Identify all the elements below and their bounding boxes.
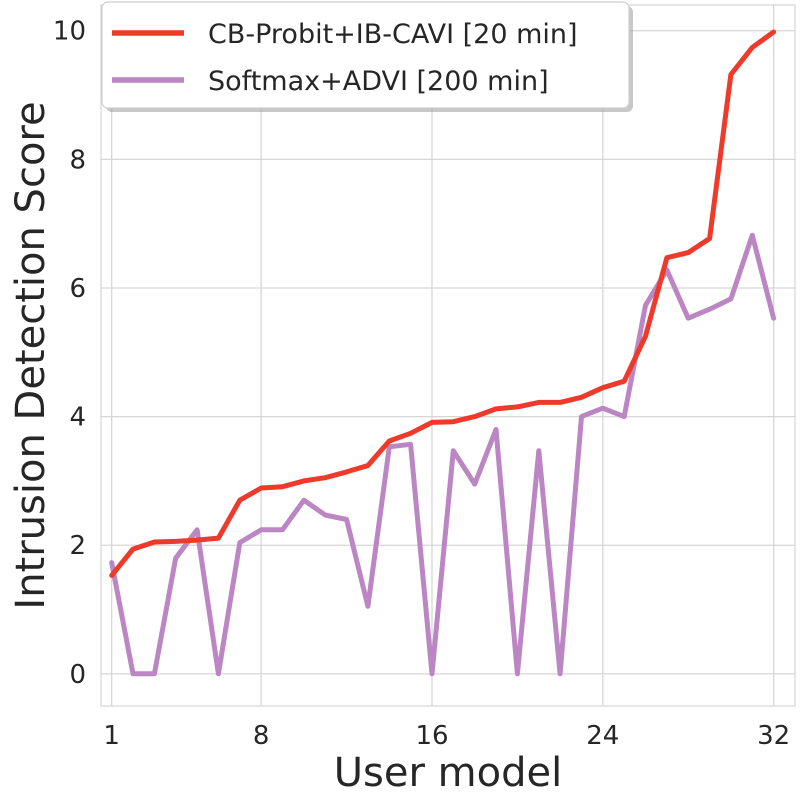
series-line-1 [109, 29, 777, 578]
legend-label-1: CB-Probit+IB-CAVI [20 min] [208, 19, 578, 50]
y-tick-labels: 0 2 4 6 8 10 [53, 17, 86, 690]
x-tick-labels: 1 8 16 24 32 [103, 721, 790, 751]
x-axis-label: User model [334, 750, 562, 796]
y-tick-label: 4 [69, 403, 86, 433]
x-tick-label: 24 [586, 721, 619, 751]
y-tick-label: 8 [69, 145, 86, 175]
series-layer [109, 29, 777, 677]
y-tick-label: 6 [69, 274, 86, 304]
x-tick-label: 32 [757, 721, 790, 751]
x-tick-label: 8 [253, 721, 270, 751]
legend-label-2: Softmax+ADVI [200 min] [208, 66, 549, 97]
y-tick-label: 10 [53, 17, 86, 47]
x-tick-label: 1 [103, 721, 120, 751]
legend: CB-Probit+IB-CAVI [20 min] Softmax+ADVI [… [101, 1, 633, 112]
y-axis-label: Intrusion Detection Score [8, 101, 54, 609]
x-tick-label: 16 [415, 721, 448, 751]
y-tick-label: 0 [69, 660, 86, 690]
y-tick-label: 2 [69, 531, 86, 561]
legend-box [101, 1, 630, 109]
